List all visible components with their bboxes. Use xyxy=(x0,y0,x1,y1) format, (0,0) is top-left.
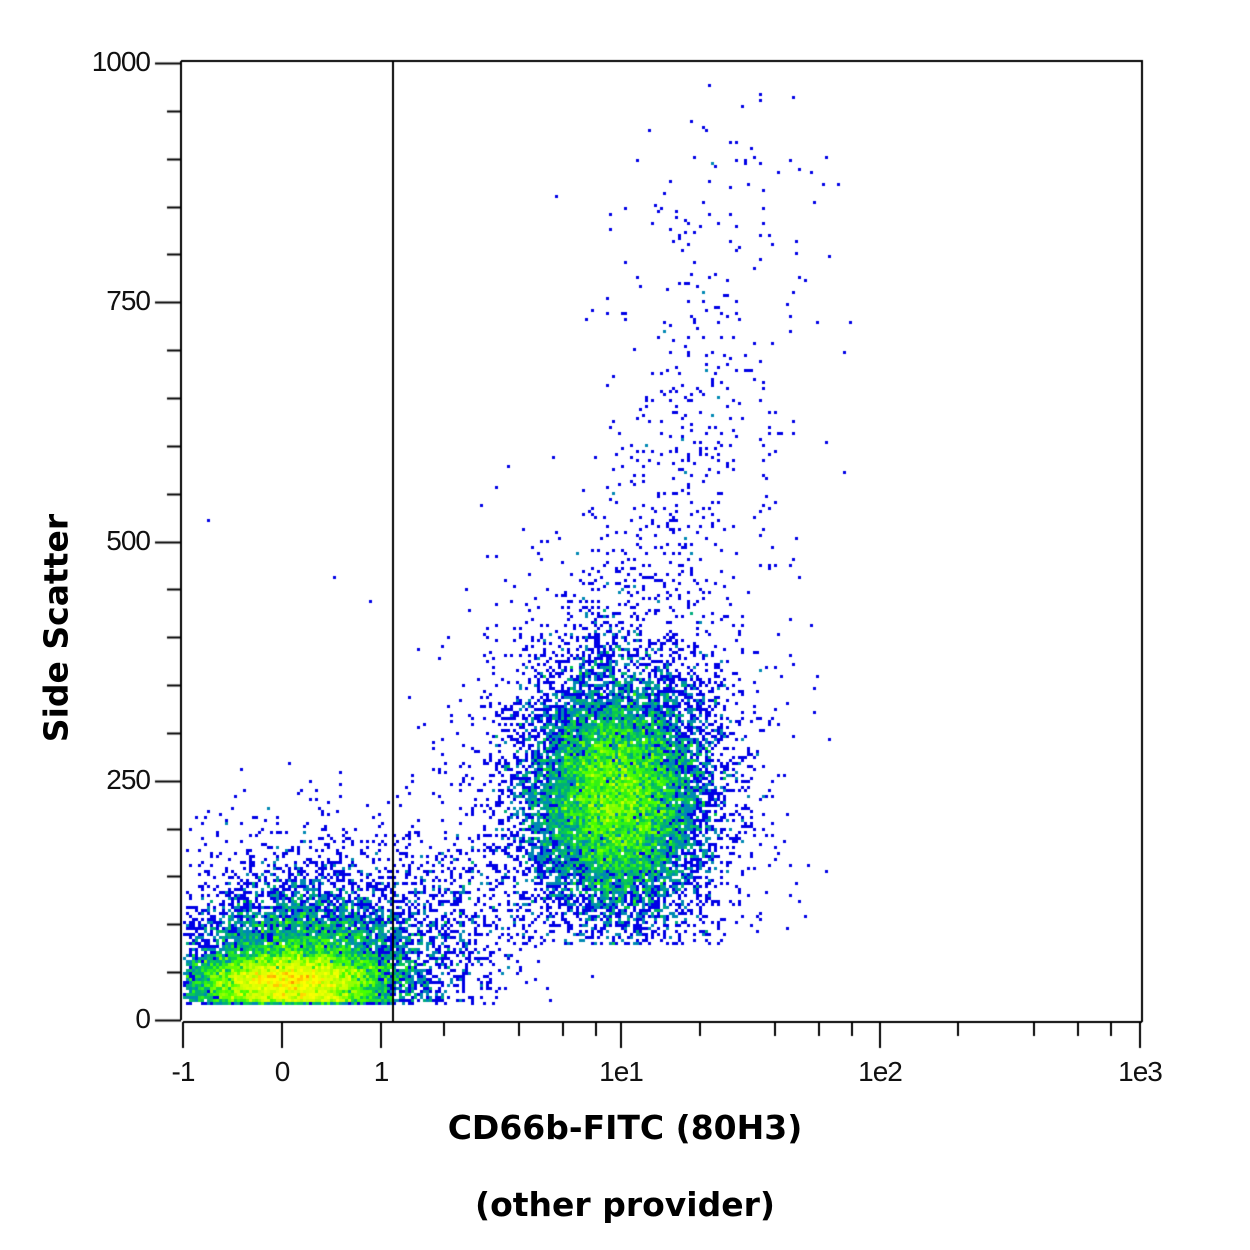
y-axis-title: Side Scatter xyxy=(36,513,76,743)
x-tick-label: 1e3 xyxy=(1118,1056,1163,1087)
x-tick-label: 1e1 xyxy=(599,1056,644,1087)
x-axis-subtitle: (other provider) xyxy=(475,1185,775,1224)
x-axis-title: CD66b-FITC (80H3) xyxy=(447,1108,803,1147)
y-tick-label: 250 xyxy=(106,763,151,795)
y-tick-label: 1000 xyxy=(91,46,151,77)
y-tick-label: 750 xyxy=(106,285,151,317)
x-tick-label: 0 xyxy=(274,1056,291,1087)
y-tick-label: 500 xyxy=(106,524,151,556)
x-tick-label: -1 xyxy=(171,1056,196,1087)
x-tick-label: 1e2 xyxy=(858,1056,903,1087)
x-tick-label: 1 xyxy=(373,1056,390,1087)
y-tick-label: 0 xyxy=(135,1003,151,1034)
